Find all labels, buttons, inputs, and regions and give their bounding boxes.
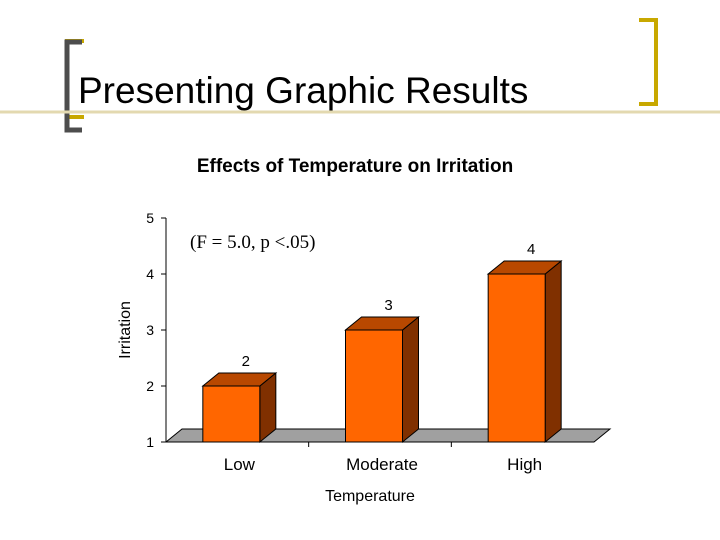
- bar: [486, 259, 563, 444]
- bar-side-face: [402, 315, 419, 444]
- y-tick-label: 1: [146, 434, 154, 450]
- bar-front-face: [345, 329, 403, 443]
- bar-front-face: [487, 273, 546, 443]
- bar-side-face: [544, 259, 562, 444]
- left-bracket-gray: [64, 39, 82, 133]
- stat-annotation: (F = 5.0, p <.05): [190, 232, 315, 253]
- y-tick-label: 2: [146, 378, 154, 394]
- data-label: 3: [384, 297, 392, 314]
- x-category-label: Low: [224, 455, 256, 474]
- right-bracket-gold: [639, 18, 658, 106]
- bar: [344, 315, 420, 444]
- data-label: 4: [527, 241, 535, 258]
- bar: [201, 371, 278, 444]
- y-tick-label: 3: [146, 322, 154, 338]
- y-axis-title: Irritation: [117, 301, 134, 359]
- y-tick-label: 4: [146, 266, 154, 282]
- data-label: 2: [242, 353, 250, 370]
- bar-front-face: [202, 385, 261, 443]
- x-category-label: High: [507, 455, 542, 474]
- x-axis-title: Temperature: [325, 488, 415, 505]
- y-tick-label: 5: [146, 210, 154, 226]
- chart-title: Effects of Temperature on Irritation: [197, 156, 513, 177]
- x-category-label: Moderate: [346, 455, 418, 474]
- page-title: Presenting Graphic Results: [78, 70, 529, 111]
